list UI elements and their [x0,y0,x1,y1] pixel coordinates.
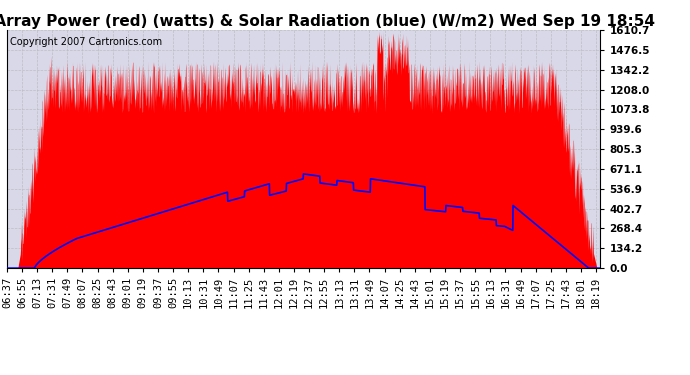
Title: East Array Power (red) (watts) & Solar Radiation (blue) (W/m2) Wed Sep 19 18:54: East Array Power (red) (watts) & Solar R… [0,14,655,29]
Text: Copyright 2007 Cartronics.com: Copyright 2007 Cartronics.com [10,37,162,47]
